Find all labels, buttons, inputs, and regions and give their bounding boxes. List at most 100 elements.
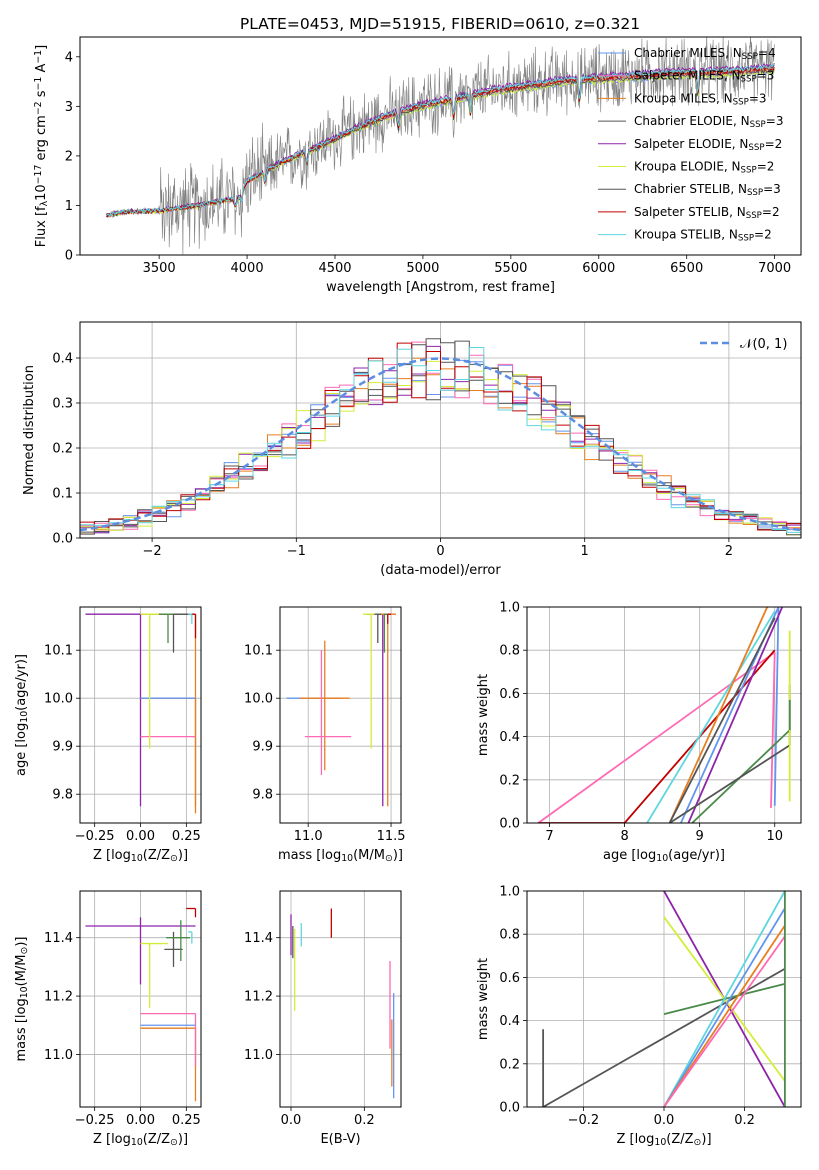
histogram-series-8: [80, 347, 801, 533]
x-tick-label: −0.25: [75, 1113, 115, 1128]
y-tick-label: 0.6: [499, 971, 520, 986]
y-tick-label: 0.4: [499, 730, 520, 745]
y-tick-label: 10.0: [44, 692, 73, 707]
x-axis-label: Z [log10(Z/Z⊙)]: [93, 848, 188, 864]
weight-segment: [663, 925, 786, 1107]
x-tick-label: 0.25: [172, 1113, 201, 1128]
plot-area: [85, 613, 197, 814]
y-tick-label: 11.4: [44, 931, 73, 946]
legend-label: 𝒩(0, 1): [740, 337, 787, 352]
x-tick-label: 6000: [582, 261, 615, 276]
x-tick-label: 5500: [494, 261, 527, 276]
mass-extinction-chart: 0.0 0.2 11.0 11.2 11.4 E(B-V): [244, 890, 402, 1147]
y-axis-label: mass weight: [476, 674, 491, 756]
mass-weight-metallicity-chart: −0.2 0.0 0.2 0.0 0.2 0.4 0.6 0.8 1.0 Z [log10(Z/Z…: [476, 885, 802, 1148]
histogram-series-7: [80, 342, 801, 531]
x-axis-label: Z [log10(Z/Z⊙)]: [93, 1132, 188, 1148]
legend-label: Chabrier MILES, NSSP=4: [634, 46, 776, 62]
mass-metallicity-chart: −0.25 0.00 0.25 11.0 11.2 11.4 Z [log10(Z/Z⊙)]…: [14, 890, 202, 1148]
x-tick-label: −0.2: [568, 1113, 600, 1128]
y-tick-label: 0.2: [52, 442, 73, 457]
x-tick-label: 4500: [318, 261, 351, 276]
x-tick-label: 0.0: [654, 1113, 675, 1128]
plot-area: [105, 37, 775, 255]
age-metallicity-chart: −0.25 0.00 0.25 9.8 9.9 10.0 10.1 Z [log10(Z/Z⊙…: [14, 606, 202, 864]
y-tick-label: 0.0: [52, 532, 73, 547]
y-tick-label: 3: [65, 100, 73, 115]
x-axis-label: age [log10(age/yr)]: [603, 848, 725, 864]
x-tick-label: 0: [436, 544, 444, 559]
axes-frame: [279, 890, 402, 1108]
x-tick-label: 9: [696, 829, 704, 844]
age-mass-chart: 11.0 11.5 9.8 9.9 10.0 10.1 mass [log10(M/M⊙)]: [244, 606, 406, 864]
weight-segment: [663, 935, 786, 1107]
model-line-7: [105, 66, 775, 218]
plot-area: [85, 907, 197, 1102]
mass-weight-age-chart: 7 8 9 10 0.0 0.2 0.4 0.6 0.8 1.0 age [log10(age/yr…: [476, 601, 802, 864]
y-tick-label: 9.9: [252, 740, 273, 755]
y-tick-label: 11.2: [244, 990, 273, 1005]
plot-area: [286, 613, 397, 807]
weight-segment: [668, 617, 776, 823]
y-axis-label: mass [log10(M/M⊙)]: [14, 937, 30, 1062]
x-tick-label: 3500: [143, 261, 176, 276]
x-tick-label: 0.25: [172, 829, 201, 844]
legend-label: Kroupa ELODIE, NSSP=2: [634, 160, 774, 176]
y-tick-label: 0.2: [499, 1057, 520, 1072]
x-tick-label: 11.5: [377, 829, 406, 844]
legend: 𝒩(0, 1): [700, 337, 787, 352]
x-axis-label: mass [log10(M/M⊙)]: [278, 848, 403, 864]
weight-segment: [663, 907, 786, 1107]
y-tick-label: 0.1: [52, 487, 73, 502]
weight-segment: [773, 607, 780, 806]
x-tick-label: −2: [143, 544, 162, 559]
y-tick-label: 10.1: [44, 644, 73, 659]
x-tick-label: 7: [545, 829, 553, 844]
y-tick-label: 0.4: [52, 352, 73, 367]
legend-label: Chabrier STELIB, NSSP=3: [634, 182, 781, 198]
y-tick-label: 0: [65, 249, 73, 264]
weight-segment: [770, 652, 776, 808]
x-tick-label: −1: [287, 544, 306, 559]
x-tick-label: 5000: [406, 261, 439, 276]
y-tick-label: 4: [65, 50, 73, 65]
plot-area: [80, 338, 801, 536]
x-axis-label: E(B-V): [320, 1132, 360, 1147]
chart-title: PLATE=0453, MJD=51915, FIBERID=0610, z=0…: [240, 15, 640, 33]
legend-label: Salpeter ELODIE, NSSP=2: [634, 137, 782, 153]
x-tick-label: 6500: [670, 261, 703, 276]
axes-frame: [526, 606, 802, 824]
plot-area: [537, 607, 791, 823]
weight-segment: [668, 607, 769, 823]
x-axis-label: Z [log10(Z/Z⊙)]: [616, 1132, 711, 1148]
x-tick-label: 10: [766, 829, 783, 844]
y-tick-label: 1.0: [499, 885, 520, 900]
axes-frame: [79, 36, 802, 256]
y-tick-label: 0.2: [499, 773, 520, 788]
y-tick-label: 9.9: [52, 740, 73, 755]
residual-histogram-chart: 𝒩(0, 1) −2 −1 0 1 2 0.0 0.1 0.2 0.3 0.4 (data-model…: [22, 321, 802, 578]
x-axis-label: wavelength [Angstrom, rest frame]: [326, 280, 555, 295]
x-tick-label: −0.25: [75, 829, 115, 844]
y-tick-label: 0.4: [499, 1014, 520, 1029]
legend-label: Chabrier ELODIE, NSSP=3: [634, 114, 783, 130]
legend-label: Salpeter MILES, NSSP=3: [634, 69, 774, 85]
axes-frame: [279, 606, 402, 824]
legend-label: Kroupa MILES, NSSP=3: [634, 91, 767, 107]
y-tick-label: 11.2: [44, 990, 73, 1005]
weight-segment: [537, 651, 776, 823]
model-line-8: [106, 64, 775, 217]
histogram-series-6: [80, 338, 801, 536]
y-tick-label: 0.0: [499, 817, 520, 832]
spectrum-chart: Chabrier MILES, NSSP=4 Salpeter MILES, NS…: [33, 36, 802, 295]
weight-segment: [669, 744, 791, 823]
y-tick-label: 9.8: [252, 788, 273, 803]
y-axis-label: age [log10(age/yr)]: [14, 654, 30, 776]
y-tick-label: 1: [65, 199, 73, 214]
y-tick-label: 1.0: [499, 601, 520, 616]
legend-label: Salpeter STELIB, NSSP=2: [634, 205, 780, 221]
x-tick-label: 1: [581, 544, 589, 559]
x-tick-label: 8: [620, 829, 628, 844]
x-tick-label: 0.0: [281, 1113, 302, 1128]
